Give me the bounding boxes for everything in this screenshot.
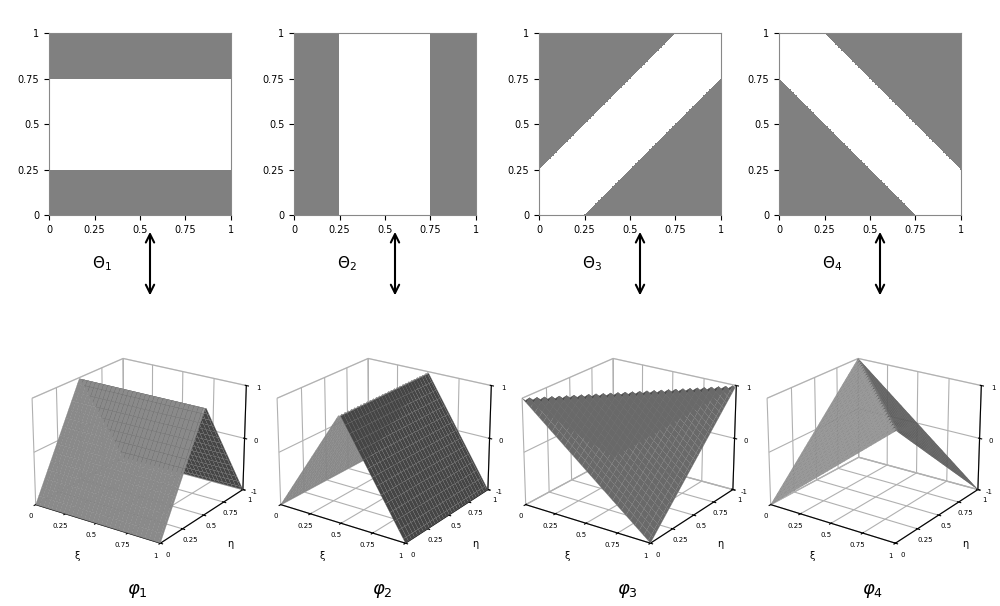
X-axis label: ξ: ξ [74, 551, 80, 562]
Text: $\Theta_2$: $\Theta_2$ [337, 255, 357, 273]
X-axis label: ξ: ξ [809, 551, 815, 562]
Y-axis label: η: η [472, 539, 478, 549]
Text: $\varphi_2$: $\varphi_2$ [372, 582, 393, 600]
Text: $\Theta_4$: $\Theta_4$ [822, 255, 842, 273]
Y-axis label: η: η [227, 539, 233, 549]
Text: $\varphi_4$: $\varphi_4$ [862, 582, 883, 600]
X-axis label: ξ: ξ [319, 551, 325, 562]
Text: $\Theta_3$: $\Theta_3$ [582, 255, 602, 273]
X-axis label: ξ: ξ [564, 551, 570, 562]
Y-axis label: η: η [717, 539, 723, 549]
Text: $\varphi_3$: $\varphi_3$ [617, 582, 638, 600]
Text: $\varphi_1$: $\varphi_1$ [127, 582, 148, 600]
Y-axis label: η: η [962, 539, 968, 549]
Text: $\Theta_1$: $\Theta_1$ [92, 255, 112, 273]
